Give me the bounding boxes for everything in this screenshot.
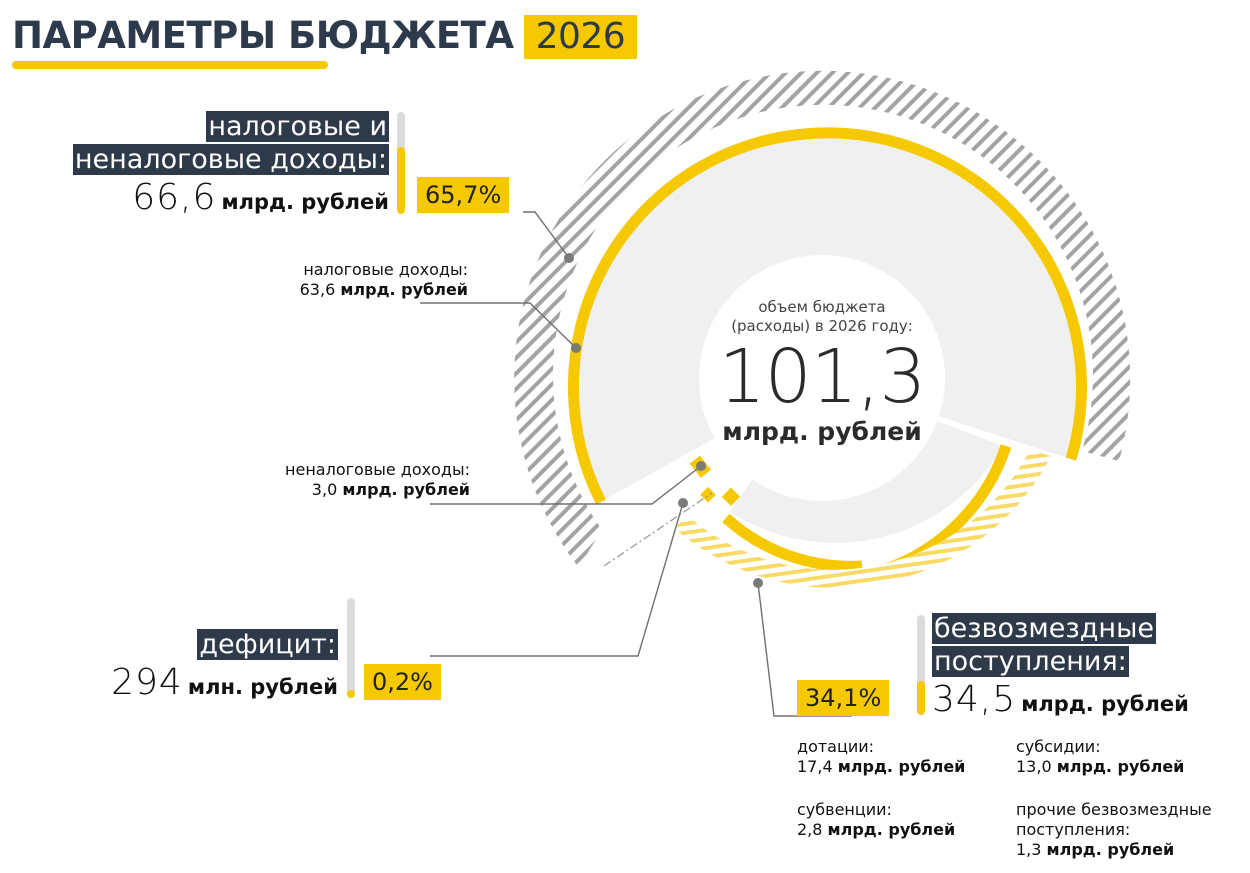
leader-lines [420, 211, 852, 717]
deficit-block: дефицит: 294 млн. рублей [40, 628, 338, 711]
tax-revenue-amount: 63,6 млрд. рублей [258, 280, 468, 300]
transfers-label: безвозмездные поступления: [932, 612, 1242, 678]
transfers-hatched-ring [674, 450, 1051, 588]
center-caption-2: (расходы) в 2026 году: [731, 317, 913, 335]
tax-revenue-block: налоговые доходы: 63,6 млрд. рублей [258, 260, 468, 300]
transfers-label-2: поступления: [932, 646, 1129, 677]
subvencii-unit: млрд. рублей [827, 820, 956, 839]
subvencii-item: субвенции: 2,8 млрд. рублей [797, 800, 955, 840]
transfers-unit: млрд. рублей [1021, 692, 1189, 716]
nontax-revenue-block: неналоговые доходы: 3,0 млрд. рублей [250, 460, 470, 500]
tax-nontax-share-bar [397, 112, 405, 214]
subsidies-item: субсидии: 13,0 млрд. рублей [1016, 737, 1184, 777]
tax-revenue-label: налоговые доходы: [303, 260, 468, 279]
subsidies-value: 13,0 [1016, 757, 1052, 776]
transfers-share-fill [917, 681, 925, 715]
deficit-share-bar [347, 598, 355, 698]
leader-dots [564, 253, 763, 588]
subsidies-label: субсидии: [1016, 737, 1101, 756]
nontax-revenue-value: 3,0 [311, 480, 338, 499]
title-underline [12, 61, 328, 69]
subvencii-value: 2,8 [797, 820, 823, 839]
title-year-badge: 2026 [523, 15, 638, 59]
tax-nontax-block: налоговые и неналоговые доходы: 66,6 млр… [9, 110, 389, 226]
other-transfers-item: прочие безвозмездные поступления: 1,3 мл… [1016, 800, 1212, 860]
subvencii-label: субвенции: [797, 800, 892, 819]
deficit-label: дефицит: [197, 629, 338, 660]
transfers-label-1: безвозмездные [932, 613, 1156, 644]
other-transfers-unit: млрд. рублей [1046, 840, 1175, 859]
other-transfers-block [700, 486, 716, 503]
tax-revenue-unit: млрд. рублей [340, 280, 468, 299]
tax-nontax-label-2: неналоговые доходы: [72, 144, 389, 175]
dotacii-unit: млрд. рублей [837, 757, 966, 776]
dotacii-label: дотации: [797, 737, 875, 756]
tax-nontax-amount: 66,6 млрд. рублей [9, 176, 389, 226]
center-label: объем бюджета (расходы) в 2026 году: 101… [700, 298, 944, 446]
deficit-percent: 0,2% [364, 664, 441, 700]
title-text: ПАРАМЕТРЫ БЮДЖЕТА [12, 14, 514, 57]
dotacii-amount: 17,4 млрд. рублей [797, 757, 965, 777]
deficit-value: 294 [111, 662, 183, 703]
tax-hatched-ring [514, 70, 1131, 568]
transfers-block: безвозмездные поступления: 34,5 млрд. ру… [932, 612, 1242, 728]
subsidies-amount: 13,0 млрд. рублей [1016, 757, 1184, 777]
transfers-percent: 34,1% [797, 680, 890, 716]
transfers-share-bar [917, 615, 925, 715]
center-total-value: 101,3 [718, 334, 927, 420]
nontax-revenue-unit: млрд. рублей [342, 480, 470, 499]
deficit-divider-line [603, 492, 713, 567]
tax-nontax-unit: млрд. рублей [221, 190, 389, 214]
subsidies-yellow-arc [722, 513, 863, 572]
page-title: ПАРАМЕТРЫ БЮДЖЕТА 2026 [12, 14, 638, 59]
dotacii-value: 17,4 [797, 757, 833, 776]
tax-nontax-percent: 65,7% [417, 177, 510, 213]
tax-revenue-value: 63,6 [299, 280, 336, 299]
dotacii-item: дотации: 17,4 млрд. рублей [797, 737, 965, 777]
subvencii-amount: 2,8 млрд. рублей [797, 820, 955, 840]
center-circle [699, 255, 945, 501]
subsidies-unit: млрд. рублей [1056, 757, 1185, 776]
center-total-unit: млрд. рублей [722, 417, 922, 446]
tax-nontax-share-fill [397, 147, 405, 214]
deficit-label-wrap: дефицит: [40, 628, 338, 661]
center-caption-1: объем бюджета [758, 298, 886, 316]
tax-nontax-value: 66,6 [132, 177, 217, 218]
nontax-revenue-amount: 3,0 млрд. рублей [250, 480, 470, 500]
other-transfers-label-2: поступления: [1016, 820, 1131, 839]
tax-nontax-label-1: налоговые и [206, 111, 389, 142]
deficit-share-fill [347, 690, 355, 698]
tax-nontax-label: налоговые и неналоговые доходы: [9, 110, 389, 176]
nontax-revenue-label: неналоговые доходы: [285, 460, 470, 479]
transfers-amount: 34,5 млрд. рублей [932, 678, 1242, 728]
other-transfers-label-1: прочие безвозмездные [1016, 800, 1212, 819]
deficit-amount: 294 млн. рублей [40, 661, 338, 711]
other-transfers-value: 1,3 [1016, 840, 1042, 859]
transfers-value: 34,5 [932, 679, 1017, 720]
deficit-unit: млн. рублей [187, 675, 338, 699]
subvencii-block [721, 487, 741, 506]
other-transfers-amount: 1,3 млрд. рублей [1016, 840, 1212, 860]
